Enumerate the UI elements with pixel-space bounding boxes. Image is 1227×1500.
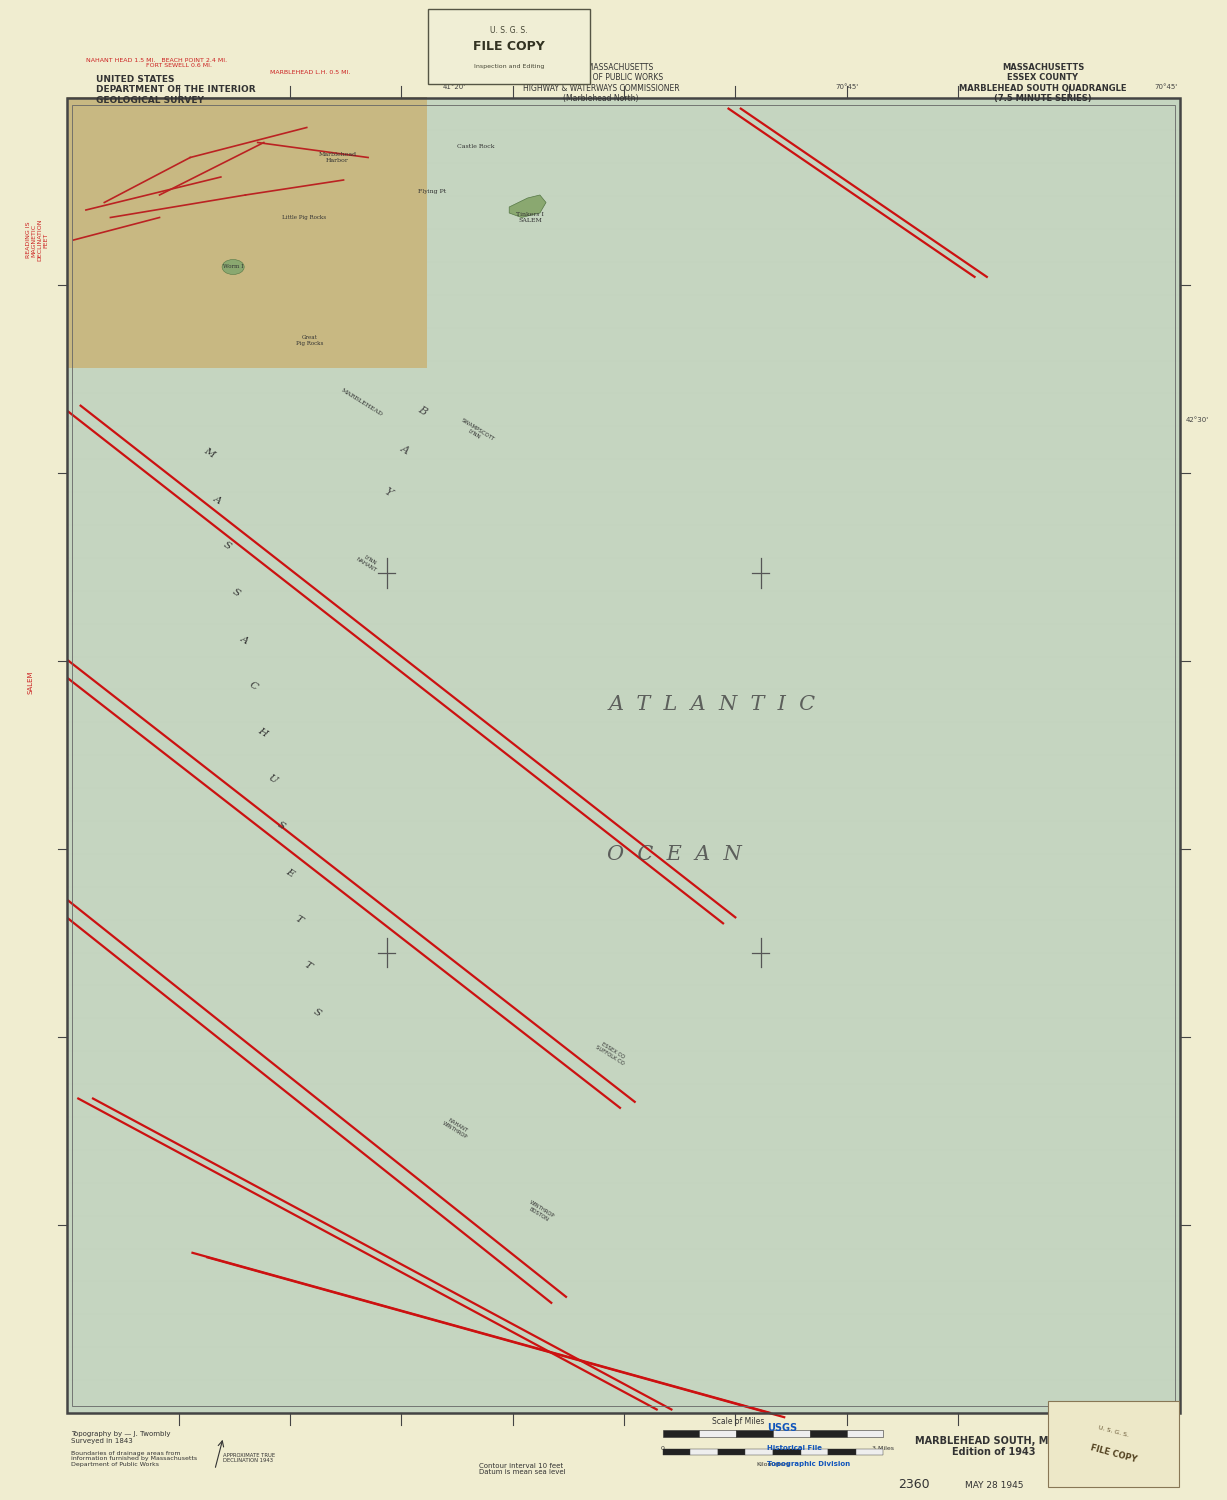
Text: MASSACHUSETTS
ESSEX COUNTY
MARBLEHEAD SOUTH QUADRANGLE
(7.5 MINUTE SERIES): MASSACHUSETTS ESSEX COUNTY MARBLEHEAD SO… bbox=[960, 63, 1126, 104]
Text: Flying Pt: Flying Pt bbox=[417, 189, 447, 195]
Text: Worm I: Worm I bbox=[223, 264, 243, 270]
Bar bbox=[847, 1430, 883, 1437]
Text: Kilometers: Kilometers bbox=[756, 1462, 790, 1467]
Bar bbox=[828, 1449, 855, 1455]
Text: Inspection and Editing: Inspection and Editing bbox=[474, 64, 545, 69]
Polygon shape bbox=[67, 98, 427, 368]
Ellipse shape bbox=[222, 260, 244, 274]
Text: H: H bbox=[256, 726, 269, 740]
Text: READING IS
MAGNETIC
DECLINATION
FEET: READING IS MAGNETIC DECLINATION FEET bbox=[26, 219, 48, 261]
Bar bbox=[773, 1430, 810, 1437]
Text: 70°45': 70°45' bbox=[1155, 84, 1177, 90]
Text: Marblehead
Harbor: Marblehead Harbor bbox=[318, 152, 357, 164]
Text: 42°30': 42°30' bbox=[1185, 417, 1209, 423]
Text: WINTHROP
BOSTON: WINTHROP BOSTON bbox=[525, 1200, 555, 1224]
Text: NAHANT HEAD 1.5 MI.   BEACH POINT 2.4 MI.
                              FORT SEW: NAHANT HEAD 1.5 MI. BEACH POINT 2.4 MI. … bbox=[86, 57, 227, 69]
Polygon shape bbox=[169, 98, 331, 158]
Text: Boundaries of drainage areas from
information furnished by Massachusetts
Departm: Boundaries of drainage areas from inform… bbox=[71, 1450, 198, 1467]
Ellipse shape bbox=[202, 174, 239, 201]
Text: E: E bbox=[283, 867, 296, 879]
Text: O  C  E  A  N: O C E A N bbox=[607, 846, 742, 864]
Bar bbox=[690, 1449, 718, 1455]
Text: A  T  L  A  N  T  I  C: A T L A N T I C bbox=[609, 696, 815, 714]
Text: MARBLEHEAD SOUTH, MASS.
Edition of 1943: MARBLEHEAD SOUTH, MASS. Edition of 1943 bbox=[914, 1436, 1074, 1456]
Bar bbox=[855, 1449, 883, 1455]
Bar bbox=[800, 1449, 828, 1455]
Text: ESSEX CO
SUFFOLK CO: ESSEX CO SUFFOLK CO bbox=[594, 1040, 628, 1066]
Text: NAHANT
WINTHROP: NAHANT WINTHROP bbox=[442, 1116, 471, 1140]
Text: Little Pig Rocks: Little Pig Rocks bbox=[282, 214, 326, 220]
Text: Scale of Miles: Scale of Miles bbox=[712, 1418, 764, 1426]
Text: FILE COPY: FILE COPY bbox=[1090, 1443, 1137, 1464]
Bar bbox=[72, 105, 1175, 1406]
Bar bbox=[67, 98, 1180, 1413]
Bar bbox=[663, 1430, 699, 1437]
Text: FILE COPY: FILE COPY bbox=[474, 40, 545, 53]
Text: S: S bbox=[275, 821, 286, 831]
Text: U. S. G. S.: U. S. G. S. bbox=[1098, 1425, 1129, 1438]
Text: USGS: USGS bbox=[767, 1424, 798, 1432]
Text: Y: Y bbox=[382, 486, 394, 498]
Text: S: S bbox=[231, 586, 240, 598]
Bar bbox=[67, 98, 1180, 1413]
Text: SALEM: SALEM bbox=[28, 670, 33, 694]
FancyBboxPatch shape bbox=[1048, 1401, 1179, 1486]
Text: MARBLEHEAD: MARBLEHEAD bbox=[340, 387, 384, 417]
Text: UNITED STATES
DEPARTMENT OF THE INTERIOR
GEOLOGICAL SURVEY: UNITED STATES DEPARTMENT OF THE INTERIOR… bbox=[96, 75, 255, 105]
Bar bbox=[746, 1449, 773, 1455]
Text: Tinkers I
SALEM: Tinkers I SALEM bbox=[517, 211, 544, 223]
Text: MAY 28 1945: MAY 28 1945 bbox=[964, 1480, 1023, 1490]
Text: C: C bbox=[248, 680, 259, 692]
Polygon shape bbox=[509, 195, 546, 217]
Ellipse shape bbox=[98, 147, 147, 184]
Text: Topographic Division: Topographic Division bbox=[767, 1461, 850, 1467]
Text: 41°20': 41°20' bbox=[443, 84, 465, 90]
Ellipse shape bbox=[319, 150, 368, 180]
Text: T: T bbox=[302, 960, 313, 972]
Text: Topography by — J. Twombly
Surveyed in 1843: Topography by — J. Twombly Surveyed in 1… bbox=[71, 1431, 171, 1444]
Text: A: A bbox=[399, 444, 411, 456]
Text: STATE OF MASSACHUSETTS
DEPARTMENT OF PUBLIC WORKS
HIGHWAY & WATERWAYS COMMISSION: STATE OF MASSACHUSETTS DEPARTMENT OF PUB… bbox=[523, 63, 680, 104]
Bar bbox=[773, 1449, 800, 1455]
Bar bbox=[663, 1449, 690, 1455]
Ellipse shape bbox=[215, 120, 276, 150]
Text: M: M bbox=[201, 447, 216, 459]
Bar bbox=[736, 1430, 773, 1437]
Text: 2360: 2360 bbox=[898, 1479, 930, 1491]
Text: Historical File: Historical File bbox=[767, 1444, 822, 1450]
Bar bbox=[699, 1430, 736, 1437]
Text: B: B bbox=[416, 405, 428, 417]
Text: 3 Miles: 3 Miles bbox=[872, 1446, 894, 1450]
Bar bbox=[67, 98, 427, 368]
Text: APPROXIMATE TRUE
DECLINATION 1943: APPROXIMATE TRUE DECLINATION 1943 bbox=[223, 1452, 275, 1464]
Text: U. S. G. S.: U. S. G. S. bbox=[491, 26, 528, 34]
Bar bbox=[810, 1430, 847, 1437]
Text: Great
Pig Rocks: Great Pig Rocks bbox=[296, 334, 323, 346]
FancyBboxPatch shape bbox=[428, 9, 590, 84]
Text: Contour interval 10 feet
Datum is mean sea level: Contour interval 10 feet Datum is mean s… bbox=[479, 1462, 566, 1476]
Text: LYNN
NAHANT: LYNN NAHANT bbox=[356, 552, 380, 573]
Text: SWAMPSCOTT
LYNN: SWAMPSCOTT LYNN bbox=[456, 417, 496, 447]
Text: Castle Rock: Castle Rock bbox=[458, 144, 494, 150]
Text: A: A bbox=[212, 494, 223, 506]
Text: MARBLEHEAD L.H. 0.5 MI.: MARBLEHEAD L.H. 0.5 MI. bbox=[270, 69, 351, 75]
Text: 70°45': 70°45' bbox=[836, 84, 858, 90]
Text: A: A bbox=[239, 633, 250, 645]
Text: S: S bbox=[312, 1007, 321, 1019]
Text: U: U bbox=[265, 772, 277, 786]
Text: S: S bbox=[221, 540, 232, 552]
Bar bbox=[718, 1449, 746, 1455]
Text: T: T bbox=[293, 914, 304, 926]
Text: 0: 0 bbox=[660, 1446, 665, 1450]
